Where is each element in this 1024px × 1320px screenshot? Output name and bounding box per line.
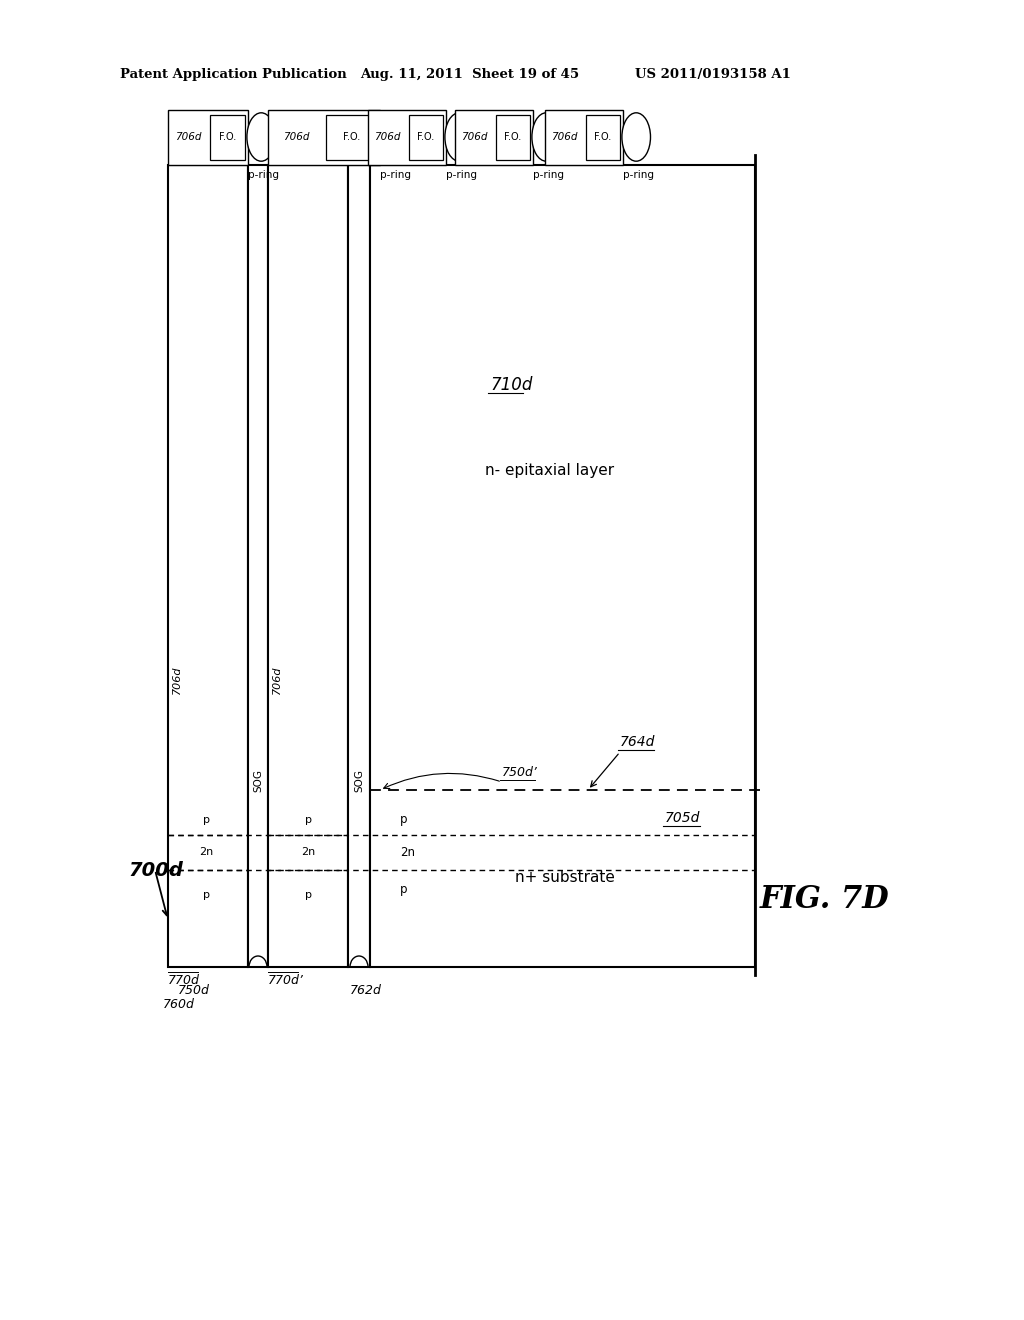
Text: 2n: 2n bbox=[199, 847, 213, 857]
Text: 2n: 2n bbox=[301, 847, 315, 857]
Bar bbox=[168, 110, 248, 165]
Text: p-ring: p-ring bbox=[248, 170, 279, 180]
Text: p: p bbox=[203, 814, 210, 825]
Text: 700d: 700d bbox=[128, 861, 183, 879]
Bar bbox=[368, 110, 446, 165]
Text: 760d: 760d bbox=[163, 998, 195, 1011]
Text: p: p bbox=[203, 890, 210, 900]
Text: p: p bbox=[400, 813, 408, 826]
Text: 770d: 770d bbox=[168, 974, 200, 986]
Text: p: p bbox=[400, 883, 408, 896]
Bar bbox=[370, 165, 755, 968]
Text: p-ring: p-ring bbox=[380, 170, 411, 180]
Bar bbox=[248, 165, 268, 968]
Text: 762d: 762d bbox=[350, 983, 382, 997]
Text: n- epitaxial layer: n- epitaxial layer bbox=[485, 462, 614, 478]
Text: Patent Application Publication: Patent Application Publication bbox=[120, 69, 347, 81]
Text: p-ring: p-ring bbox=[445, 170, 477, 180]
Text: p: p bbox=[304, 814, 311, 825]
Bar bbox=[326, 115, 377, 160]
Text: F.O.: F.O. bbox=[219, 132, 237, 143]
Bar bbox=[168, 165, 248, 968]
Text: US 2011/0193158 A1: US 2011/0193158 A1 bbox=[635, 69, 791, 81]
Bar bbox=[496, 115, 530, 160]
Text: 706d: 706d bbox=[461, 132, 487, 143]
Text: 2n: 2n bbox=[400, 846, 415, 858]
Bar bbox=[348, 165, 370, 968]
Text: 705d: 705d bbox=[665, 810, 700, 825]
Text: FIG. 7D: FIG. 7D bbox=[760, 884, 890, 916]
Text: 706d: 706d bbox=[374, 132, 400, 143]
Text: F.O.: F.O. bbox=[594, 132, 611, 143]
Text: p-ring: p-ring bbox=[532, 170, 564, 180]
Text: 764d: 764d bbox=[620, 735, 655, 748]
Text: 706d: 706d bbox=[172, 665, 182, 694]
Text: SOG: SOG bbox=[354, 768, 364, 792]
Text: 706d: 706d bbox=[283, 132, 309, 143]
Bar bbox=[455, 110, 534, 165]
Bar bbox=[409, 115, 443, 160]
Ellipse shape bbox=[247, 112, 275, 161]
Ellipse shape bbox=[622, 112, 650, 161]
Text: 750d’: 750d’ bbox=[502, 766, 538, 779]
Ellipse shape bbox=[379, 112, 408, 161]
Text: 706d: 706d bbox=[175, 132, 202, 143]
Bar bbox=[268, 110, 380, 165]
Bar bbox=[268, 165, 348, 968]
Text: F.O.: F.O. bbox=[418, 132, 434, 143]
Text: p: p bbox=[304, 890, 311, 900]
Text: 770d’: 770d’ bbox=[268, 974, 304, 986]
Text: SOG: SOG bbox=[253, 768, 263, 792]
Text: Aug. 11, 2011  Sheet 19 of 45: Aug. 11, 2011 Sheet 19 of 45 bbox=[360, 69, 580, 81]
Text: 710d: 710d bbox=[490, 376, 532, 393]
Text: 750d: 750d bbox=[178, 983, 210, 997]
Text: 706d: 706d bbox=[272, 665, 282, 694]
Text: F.O.: F.O. bbox=[505, 132, 521, 143]
Text: 706d: 706d bbox=[551, 132, 578, 143]
Bar bbox=[586, 115, 620, 160]
Ellipse shape bbox=[444, 112, 473, 161]
Bar bbox=[545, 110, 623, 165]
Text: p-ring: p-ring bbox=[623, 170, 654, 180]
Text: n+ substrate: n+ substrate bbox=[515, 870, 615, 886]
Ellipse shape bbox=[531, 112, 560, 161]
Bar bbox=[210, 115, 245, 160]
Text: F.O.: F.O. bbox=[343, 132, 360, 143]
